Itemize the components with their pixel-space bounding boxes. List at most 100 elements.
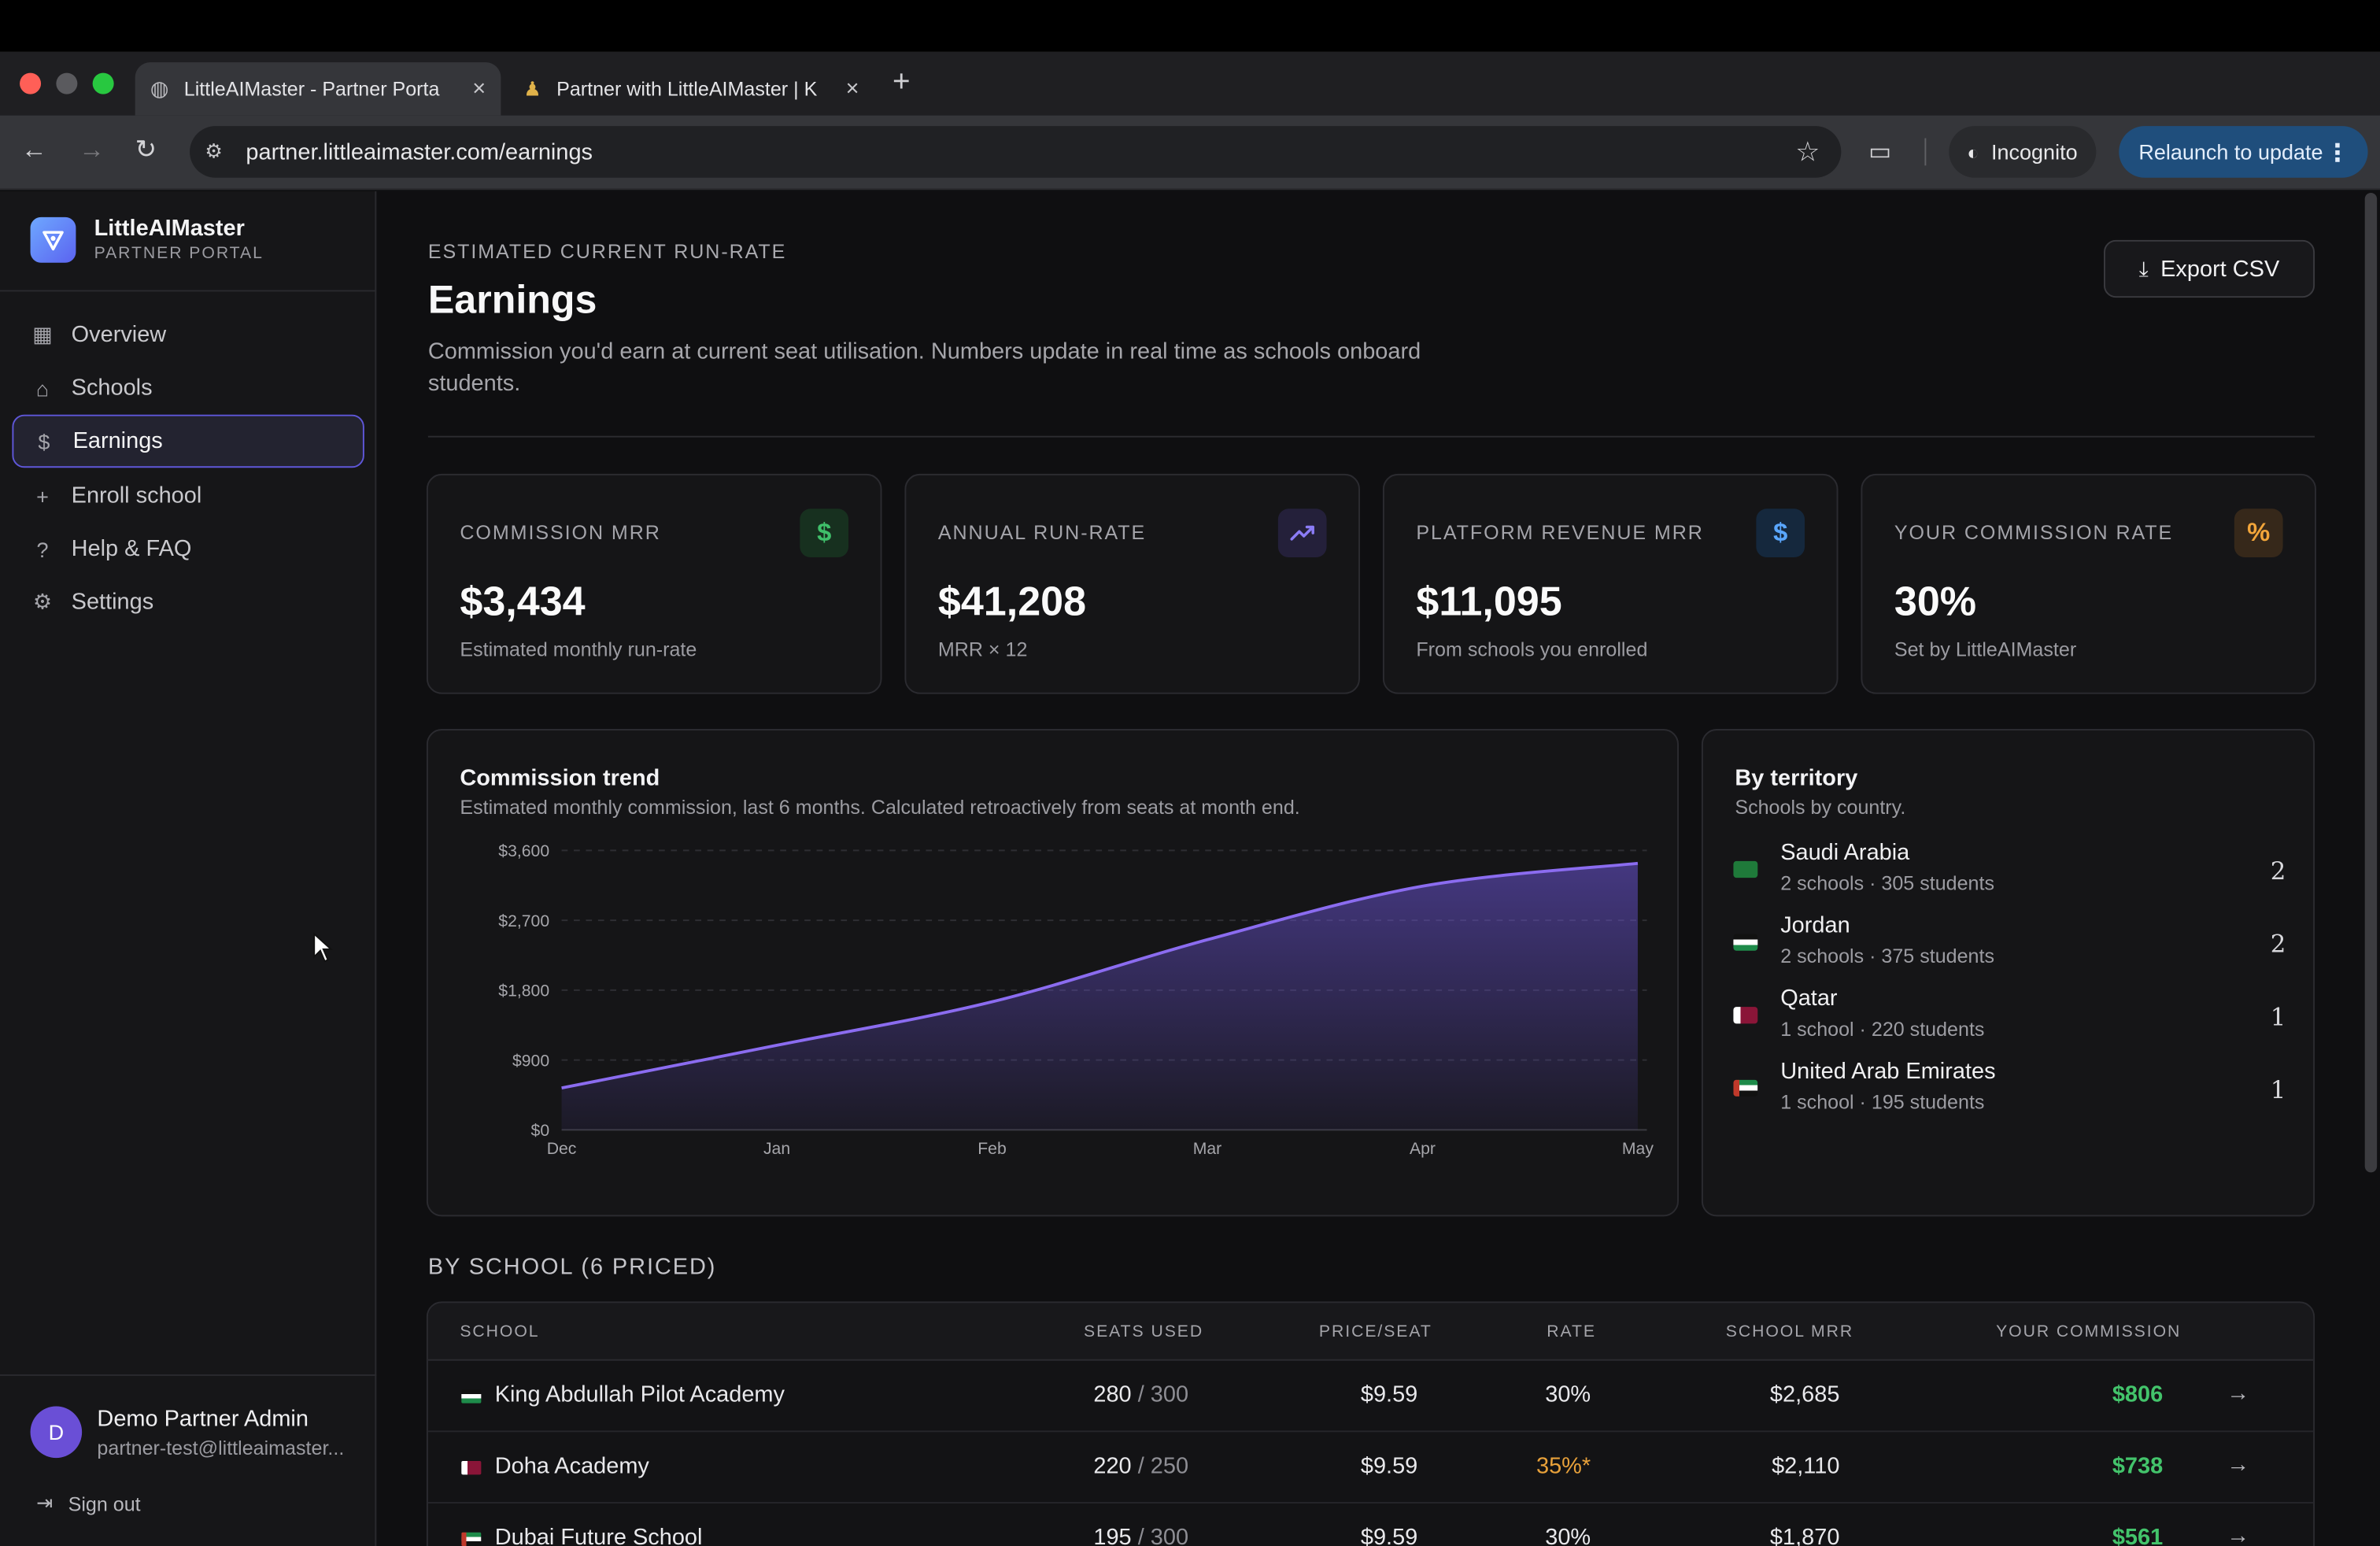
commission-trend-chart: $0 $900 $1,800 $2,700 $3,600 Dec Jan Feb Mar Apr M…	[498, 842, 1654, 1158]
stat-card-commission-mrr: COMMISSION MRR $ $3,434 Estimated monthl…	[426, 473, 882, 694]
territory-count: 1	[2270, 1074, 2286, 1104]
table-row[interactable]: Doha Academy 220 / 250 $9.59 35%* $2,110…	[427, 1432, 2314, 1503]
flag-jordan-icon	[461, 1389, 482, 1404]
column-header-seats[interactable]: SEATS USED	[1083, 1322, 1204, 1341]
relaunch-button[interactable]: Relaunch to update ⋮	[2119, 126, 2368, 178]
stat-value: $3,434	[460, 579, 586, 624]
price-per-seat: $9.59	[1360, 1524, 1418, 1546]
price-per-seat: $9.59	[1360, 1453, 1418, 1480]
site-settings-icon[interactable]: ⚙	[205, 139, 223, 163]
page-eyebrow: ESTIMATED CURRENT RUN-RATE	[427, 239, 787, 263]
globe-icon: ◍	[150, 76, 169, 101]
flag-qatar-icon	[1733, 1007, 1758, 1024]
stat-note: Estimated monthly run-rate	[460, 638, 697, 661]
territory-row[interactable]: Saudi Arabia 2 schools · 305 students 2	[1733, 840, 2286, 910]
incognito-icon: ◐	[1967, 140, 1979, 164]
column-header-commission[interactable]: YOUR COMMISSION	[1996, 1322, 2182, 1341]
school-name[interactable]: Doha Academy	[494, 1453, 649, 1480]
territory-row[interactable]: Qatar 1 school · 220 students 1	[1733, 986, 2286, 1056]
stat-note: MRR × 12	[937, 638, 1028, 661]
avatar[interactable]: D	[30, 1406, 83, 1459]
trend-line	[561, 861, 1639, 1090]
export-csv-button[interactable]: ⤓ Export CSV	[2103, 239, 2315, 298]
user-email: partner-test@littleaimaster...	[97, 1437, 345, 1460]
sign-out-icon: ⇥	[36, 1491, 54, 1515]
territory-row[interactable]: Jordan 2 schools · 375 students 2	[1733, 912, 2286, 982]
bookmark-star-icon[interactable]: ☆	[1795, 135, 1820, 167]
price-per-seat: $9.59	[1360, 1381, 1418, 1408]
arrow-right-icon[interactable]: →	[2227, 1380, 2250, 1407]
school-name[interactable]: King Abdullah Pilot Academy	[494, 1381, 785, 1408]
reload-icon[interactable]: ↻	[135, 135, 157, 165]
tab-title: Partner with LittleAIMaster | K	[556, 77, 818, 101]
url-text: partner.littleaimaster.com/earnings	[246, 139, 593, 165]
close-window-button[interactable]	[20, 72, 42, 94]
stat-label: COMMISSION MRR	[460, 520, 661, 544]
panel-title: Commission trend	[460, 765, 660, 792]
brand-name: LittleAIMaster	[94, 215, 245, 242]
building-icon: ⌂	[35, 375, 50, 401]
plus-icon: +	[36, 483, 49, 509]
table-row[interactable]: King Abdullah Pilot Academy 280 / 300 $9…	[427, 1361, 2314, 1433]
page-scrollbar[interactable]	[2364, 193, 2378, 1173]
cast-icon[interactable]: ▭	[1868, 139, 1892, 166]
sign-out-button[interactable]: ⇥ Sign out	[36, 1492, 140, 1516]
sidebar-item-earnings[interactable]: $ Earnings	[12, 414, 364, 468]
stat-note: Set by LittleAIMaster	[1894, 638, 2077, 661]
territory-stats: 2 schools · 305 students	[1780, 871, 1994, 895]
column-header-school[interactable]: SCHOOL	[460, 1322, 540, 1341]
commission-rate-custom: 35%*	[1536, 1453, 1591, 1480]
y-tick-label: $3,600	[498, 842, 549, 860]
minimize-window-button[interactable]	[56, 72, 78, 94]
browser-tab[interactable]: ♟ Partner with LittleAIMaster | K ×	[508, 62, 874, 116]
seats-used: 220 / 250	[1093, 1453, 1189, 1480]
sidebar-divider	[0, 290, 377, 292]
your-commission: $806	[2112, 1381, 2164, 1408]
sidebar-item-enroll-school[interactable]: + Enroll school	[12, 469, 364, 523]
sign-out-label: Sign out	[68, 1492, 141, 1515]
toolbar-divider	[1924, 138, 1927, 166]
territory-stats: 1 school · 195 students	[1780, 1090, 1985, 1114]
forward-icon[interactable]: →	[79, 135, 105, 165]
os-menubar	[0, 0, 2380, 52]
sidebar-item-schools[interactable]: ⌂ Schools	[12, 361, 364, 415]
x-tick-label: Feb	[978, 1140, 1007, 1158]
seats-used: 280 / 300	[1093, 1381, 1189, 1408]
header-divider	[427, 435, 2315, 438]
incognito-badge[interactable]: ◐ Incognito	[1949, 126, 2096, 178]
column-header-school-mrr[interactable]: SCHOOL MRR	[1725, 1322, 1854, 1341]
arrow-right-icon[interactable]: →	[2227, 1523, 2250, 1546]
territory-stats: 2 schools · 375 students	[1780, 945, 1994, 967]
school-name[interactable]: Dubai Future School	[494, 1524, 703, 1546]
table-row[interactable]: Dubai Future School 195 / 300 $9.59 30% …	[428, 1503, 2313, 1546]
territory-country: Qatar	[1780, 986, 1838, 1012]
territory-panel: By territory Schools by country.	[1701, 729, 2315, 1217]
browser-tab-active[interactable]: ◍ LittleAIMaster - Partner Porta ×	[135, 62, 501, 116]
new-tab-button[interactable]: +	[892, 65, 911, 99]
territory-row[interactable]: United Arab Emirates 1 school · 195 stud…	[1733, 1059, 2286, 1129]
sidebar-item-settings[interactable]: ⚙ Settings	[12, 575, 364, 629]
maximize-window-button[interactable]	[92, 72, 114, 94]
site-favicon-icon: ♟	[523, 76, 541, 100]
arrow-right-icon[interactable]: →	[2227, 1452, 2250, 1478]
trend-up-icon	[1277, 509, 1327, 558]
download-icon: ⤓	[2138, 256, 2149, 280]
close-tab-icon[interactable]: ×	[472, 76, 486, 102]
close-tab-icon[interactable]: ×	[845, 76, 859, 102]
kebab-menu-icon[interactable]: ⋮	[2325, 141, 2350, 168]
brand[interactable]: LittleAIMaster PARTNER PORTAL	[30, 215, 264, 263]
commission-rate: 30%	[1545, 1524, 1591, 1546]
stat-value: $11,095	[1416, 579, 1562, 624]
flag-uae-icon	[1733, 1079, 1758, 1097]
school-mrr: $1,870	[1769, 1524, 1840, 1546]
sidebar-item-overview[interactable]: ▦ Overview	[12, 309, 364, 362]
column-header-price[interactable]: PRICE/SEAT	[1318, 1322, 1432, 1341]
commission-rate: 30%	[1545, 1381, 1591, 1408]
panel-subtitle: Schools by country.	[1735, 795, 1906, 819]
address-bar[interactable]: ⚙ partner.littleaimaster.com/earnings ☆	[190, 126, 1842, 178]
sidebar-item-help[interactable]: ? Help & FAQ	[12, 523, 364, 576]
back-icon[interactable]: ←	[20, 135, 47, 165]
stat-card-annual-run-rate: ANNUAL RUN-RATE $41,208 MRR × 12	[904, 473, 1360, 694]
column-header-rate[interactable]: RATE	[1547, 1322, 1596, 1341]
percent-icon: %	[2234, 509, 2283, 558]
